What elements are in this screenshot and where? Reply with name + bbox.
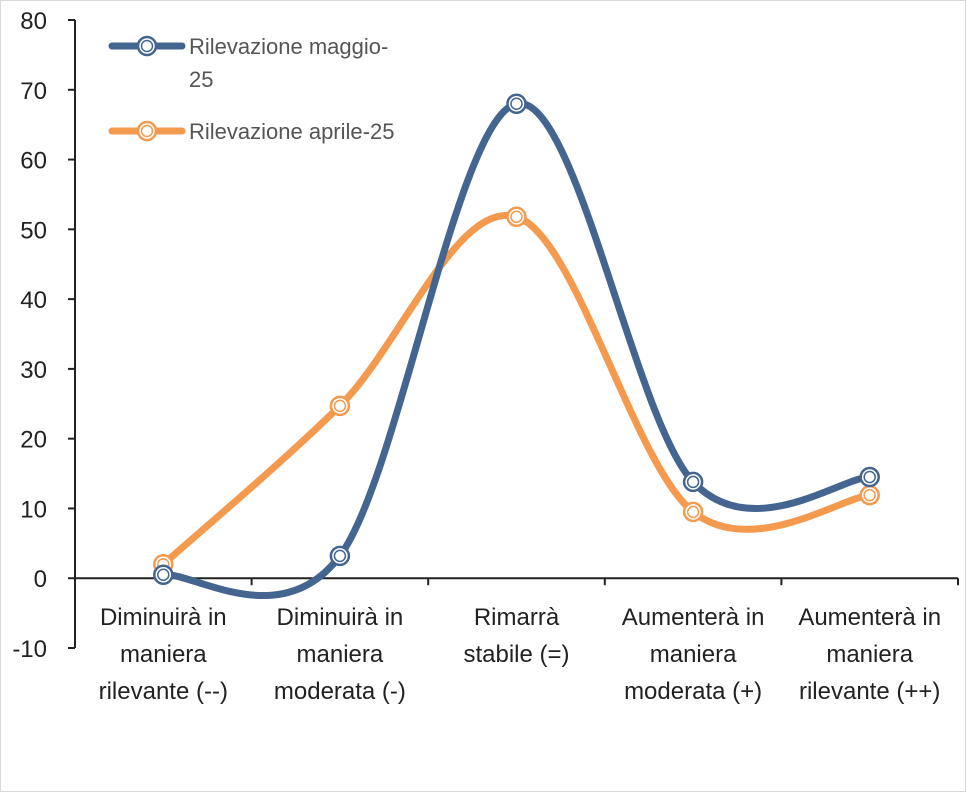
data-point-marker [329, 395, 351, 417]
x-axis-labels: Diminuirà in maniera rilevante (--)Diminui… [99, 578, 959, 705]
legend-label: Rilevazione maggio- 25 [189, 34, 388, 92]
x-category-label-line: maniera [826, 641, 913, 668]
y-tick-label: 0 [34, 566, 47, 593]
data-point-marker [859, 466, 880, 488]
y-tick-label: 80 [20, 8, 47, 35]
y-tick-label: 10 [20, 496, 47, 523]
x-category-label-line: maniera [120, 641, 207, 668]
series-line [159, 211, 874, 568]
x-category-label-line: Diminuirà in [100, 604, 227, 631]
legend-label-line: 25 [189, 67, 213, 92]
x-category-label-line: Aumenterà in [798, 604, 941, 631]
y-tick-label: 30 [20, 357, 47, 384]
legend-item: Rilevazione aprile-25 [108, 119, 394, 144]
x-category-label-line: Rimarrà [474, 604, 560, 631]
y-tick-label: 60 [20, 148, 47, 175]
y-axis-ticks: -10 0 10 20 30 40 50 60 70 80 [12, 8, 75, 663]
y-tick-label: 70 [20, 78, 47, 105]
legend-marker [136, 120, 158, 142]
y-tick-label: 50 [20, 217, 47, 244]
x-category-label-line: Aumenterà in [622, 604, 765, 631]
data-point-marker [153, 564, 174, 585]
x-category-label-line: stabile (=) [463, 641, 569, 668]
x-category-label: Rimarrà stabile (=) [463, 604, 569, 668]
y-tick-label: 20 [20, 427, 47, 454]
axes [74, 20, 958, 648]
x-category-label: Diminuirà in maniera rilevante (--) [99, 604, 228, 705]
data-point-marker [506, 93, 527, 114]
x-category-label-line: moderata (+) [624, 678, 762, 705]
x-category-label-line: maniera [650, 641, 737, 668]
data-point-marker [859, 484, 880, 506]
x-category-label-line: maniera [297, 641, 384, 668]
y-tick-label: 40 [20, 287, 47, 314]
x-category-label-line: moderata (-) [274, 678, 406, 705]
legend-marker [136, 35, 158, 57]
legend-label-line: Rilevazione aprile-25 [189, 119, 394, 144]
x-category-label-line: Diminuirà in [277, 604, 404, 631]
x-category-label: Aumenterà in maniera rilevante (++) [798, 604, 941, 705]
series-line [159, 100, 874, 600]
data-point-marker [506, 206, 527, 228]
y-tick-label: -10 [12, 636, 47, 663]
series-lines [153, 93, 880, 600]
x-category-label-line: rilevante (++) [799, 678, 940, 705]
legend: Rilevazione maggio- 25 Rilevazione aprile-… [108, 34, 394, 144]
legend-label-line: Rilevazione maggio- [189, 34, 388, 59]
x-category-label: Aumenterà in maniera moderata (+) [622, 604, 765, 705]
x-category-label: Diminuirà in maniera moderata (-) [274, 604, 406, 705]
data-point-marker [682, 501, 704, 523]
x-category-label-line: rilevante (--) [99, 678, 228, 705]
data-point-marker [682, 471, 704, 493]
legend-label: Rilevazione aprile-25 [189, 119, 394, 144]
legend-item: Rilevazione maggio- 25 [108, 34, 388, 92]
data-point-marker [329, 545, 351, 567]
series-0 [153, 93, 880, 600]
series-1 [153, 206, 880, 575]
